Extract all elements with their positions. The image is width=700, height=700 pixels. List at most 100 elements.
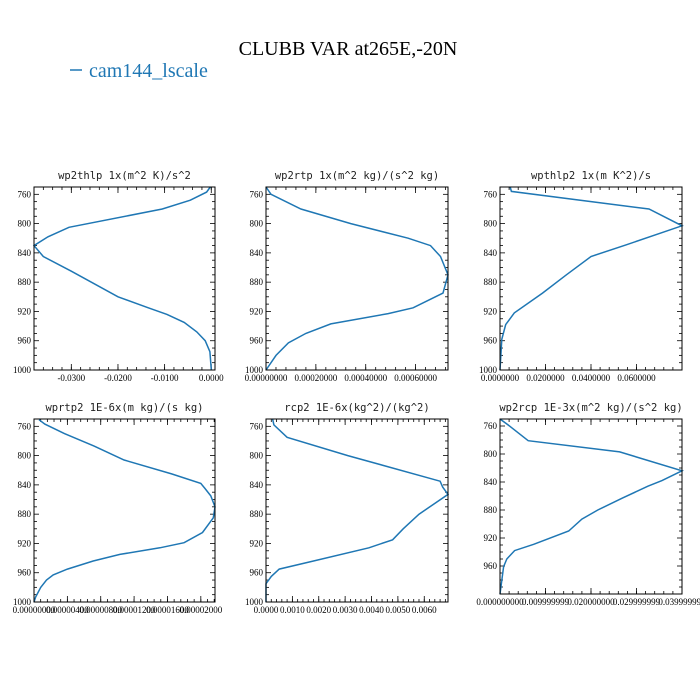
- x-tick-label: 0.0000: [254, 605, 279, 615]
- y-tick-label: 1000: [479, 365, 498, 375]
- y-tick-label: 760: [18, 421, 32, 431]
- y-tick-label: 960: [484, 336, 498, 346]
- x-tick-label: 0.0600000: [617, 373, 656, 383]
- y-tick-label: 880: [18, 277, 32, 287]
- legend: cam144_lscale: [70, 60, 208, 82]
- x-tick-label: 0.0000: [199, 373, 224, 383]
- x-tick-label: 0.0200000: [526, 373, 565, 383]
- x-tick-label: 0.0010: [280, 605, 305, 615]
- y-tick-label: 760: [484, 421, 498, 431]
- y-tick-label: 920: [250, 306, 264, 316]
- plot-frame: [499, 418, 683, 595]
- x-tick-label: 0.00001600: [146, 605, 189, 615]
- series-line: [265, 418, 450, 602]
- y-tick-label: 800: [250, 451, 264, 461]
- y-tick-label: 1000: [245, 365, 264, 375]
- x-tick-label: 0.0030: [333, 605, 358, 615]
- y-tick-label: 760: [484, 189, 498, 199]
- x-tick-label: -0.0200: [104, 373, 132, 383]
- plot-frame: [33, 418, 216, 603]
- y-tick-label: 800: [484, 219, 498, 229]
- x-tick-label: 0.0000000: [481, 373, 520, 383]
- y-tick-label: 840: [484, 477, 498, 487]
- y-tick-label: 840: [250, 480, 264, 490]
- y-tick-label: 760: [18, 189, 32, 199]
- panel-title: wprtp2 1E-6x(m kg)/(s kg): [45, 402, 203, 414]
- series-line: [499, 418, 685, 595]
- panels: wp2thlp 1x(m^2 K)/s^2 760 800 840 880 920 960 1…: [13, 170, 700, 615]
- x-tick-label: 0.00060000: [394, 373, 437, 383]
- panel-5: rcp2 1E-6x(kg^2)/(kg^2) 760 800 840 880 920 96…: [245, 402, 450, 615]
- x-tick-label: 0.0050: [386, 605, 411, 615]
- y-tick-label: 960: [18, 568, 32, 578]
- panel-2: wp2rtp 1x(m^2 kg)/(s^2 kg) 760 800 840 880 92…: [245, 170, 449, 383]
- x-tick-label: 0.00000800: [79, 605, 122, 615]
- y-tick-label: 920: [18, 538, 32, 548]
- y-tick-label: 920: [484, 533, 498, 543]
- x-tick-label: -0.0100: [151, 373, 179, 383]
- x-tick-label: 0.00002000: [179, 605, 222, 615]
- y-tick-label: 800: [18, 451, 32, 461]
- panel-3: wpthlp2 1x(m K^2)/s 760 800 840 880 920 960 100…: [479, 170, 684, 383]
- y-tick-label: 960: [250, 336, 264, 346]
- y-tick-label: 960: [484, 561, 498, 571]
- y-tick-label: 760: [250, 421, 264, 431]
- x-tick-label: 0.0060: [412, 605, 437, 615]
- y-tick-label: 920: [484, 306, 498, 316]
- plot-frame: [499, 186, 683, 371]
- x-tick-label: 0.020000000: [567, 597, 615, 607]
- x-tick-label: 0.0040: [359, 605, 384, 615]
- x-tick-label: 0.0400000: [572, 373, 611, 383]
- figure-title: CLUBB VAR at265E,-20N: [239, 38, 458, 60]
- y-tick-label: 880: [18, 509, 32, 519]
- legend-label: cam144_lscale: [89, 60, 208, 82]
- plot-frame: [265, 186, 449, 371]
- y-tick-label: 1000: [245, 597, 264, 607]
- x-tick-label: 0.039999998: [658, 597, 700, 607]
- panel-title: rcp2 1E-6x(kg^2)/(kg^2): [284, 402, 429, 414]
- y-tick-label: 880: [250, 277, 264, 287]
- plot-frame: [33, 186, 216, 371]
- y-tick-label: 840: [484, 248, 498, 258]
- y-tick-label: 800: [250, 219, 264, 229]
- y-tick-label: 840: [18, 480, 32, 490]
- x-tick-label: 0.0020: [306, 605, 331, 615]
- x-tick-label: 0.00020000: [294, 373, 337, 383]
- y-tick-label: 880: [484, 277, 498, 287]
- x-tick-label: 0.009999999: [522, 597, 570, 607]
- plot-frame: [265, 418, 449, 603]
- series-line: [499, 186, 684, 371]
- y-tick-label: 840: [250, 248, 264, 258]
- y-tick-label: 1000: [13, 365, 32, 375]
- y-tick-label: 960: [18, 336, 32, 346]
- panel-4: wprtp2 1E-6x(m kg)/(s kg) 760 800 840 880 920…: [13, 402, 223, 615]
- series-line: [265, 186, 449, 371]
- y-tick-label: 920: [250, 538, 264, 548]
- y-tick-label: 1000: [13, 597, 32, 607]
- y-tick-label: 880: [484, 505, 498, 515]
- x-tick-label: 0.00000400: [46, 605, 89, 615]
- panel-title: wp2rcp 1E-3x(m^2 kg)/(s^2 kg): [499, 402, 682, 414]
- x-tick-label: 0.00000000: [13, 605, 56, 615]
- x-tick-label: 0.00000000: [245, 373, 288, 383]
- panel-1: wp2thlp 1x(m^2 K)/s^2 760 800 840 880 920 960 1…: [13, 170, 224, 383]
- panel-title: wpthlp2 1x(m K^2)/s: [531, 170, 651, 182]
- panel-6: wp2rcp 1E-3x(m^2 kg)/(s^2 kg)760 800 840 88…: [476, 402, 700, 607]
- x-tick-label: 0.029999999: [613, 597, 661, 607]
- y-tick-label: 840: [18, 248, 32, 258]
- y-tick-label: 800: [18, 219, 32, 229]
- panel-title: wp2thlp 1x(m^2 K)/s^2: [58, 170, 191, 182]
- series-line: [33, 419, 216, 603]
- y-tick-label: 760: [250, 189, 264, 199]
- x-tick-label: 0.00001200: [113, 605, 156, 615]
- series-line: [32, 186, 213, 371]
- y-tick-label: 880: [250, 509, 264, 519]
- x-tick-label: 0.00040000: [344, 373, 387, 383]
- y-tick-label: 960: [250, 568, 264, 578]
- x-tick-label: 0.000000000: [476, 597, 524, 607]
- panel-title: wp2rtp 1x(m^2 kg)/(s^2 kg): [275, 170, 439, 182]
- y-tick-label: 800: [484, 449, 498, 459]
- y-tick-label: 920: [18, 306, 32, 316]
- x-tick-label: -0.0300: [57, 373, 85, 383]
